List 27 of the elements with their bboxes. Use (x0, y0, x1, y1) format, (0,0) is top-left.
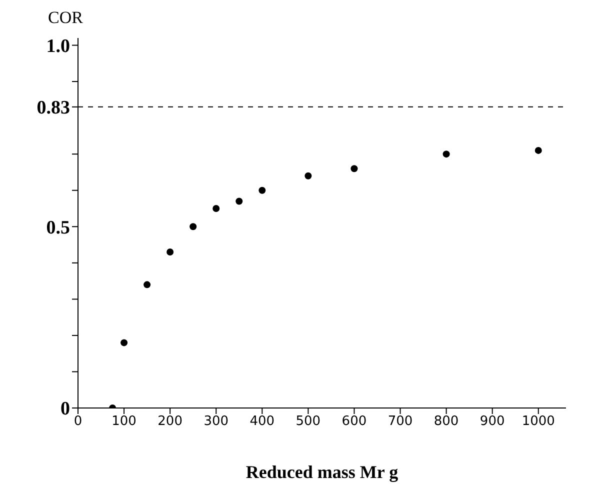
x-tick-label: 0 (74, 414, 82, 430)
y-tick-label: 1.0 (46, 36, 70, 57)
x-tick-label: 400 (250, 414, 275, 430)
point (236, 198, 243, 205)
x-tick-label: 800 (434, 414, 459, 430)
y-tick-label: 0.83 (36, 98, 70, 119)
point (190, 223, 197, 230)
point (120, 339, 128, 346)
point (144, 281, 151, 288)
x-tick-label: 600 (342, 414, 367, 430)
x-tick-label: 100 (112, 414, 136, 430)
x-tick-label: 700 (388, 414, 413, 430)
x-tick-label: 300 (204, 414, 229, 430)
point (212, 204, 220, 212)
x-tick-label: 900 (480, 414, 505, 430)
x-axis-title: Reduced mass Mr g (246, 462, 398, 482)
point (304, 172, 312, 180)
x-tick-label: 1000 (522, 414, 555, 430)
point (258, 186, 266, 194)
y-tick-label: 0.5 (46, 217, 70, 238)
point (534, 146, 542, 154)
x-tick-label: 500 (296, 414, 321, 430)
x-tick-label: 200 (158, 414, 182, 430)
point (442, 150, 450, 158)
point (166, 248, 174, 256)
y-axis-title: COR (48, 8, 83, 28)
point (350, 165, 358, 172)
